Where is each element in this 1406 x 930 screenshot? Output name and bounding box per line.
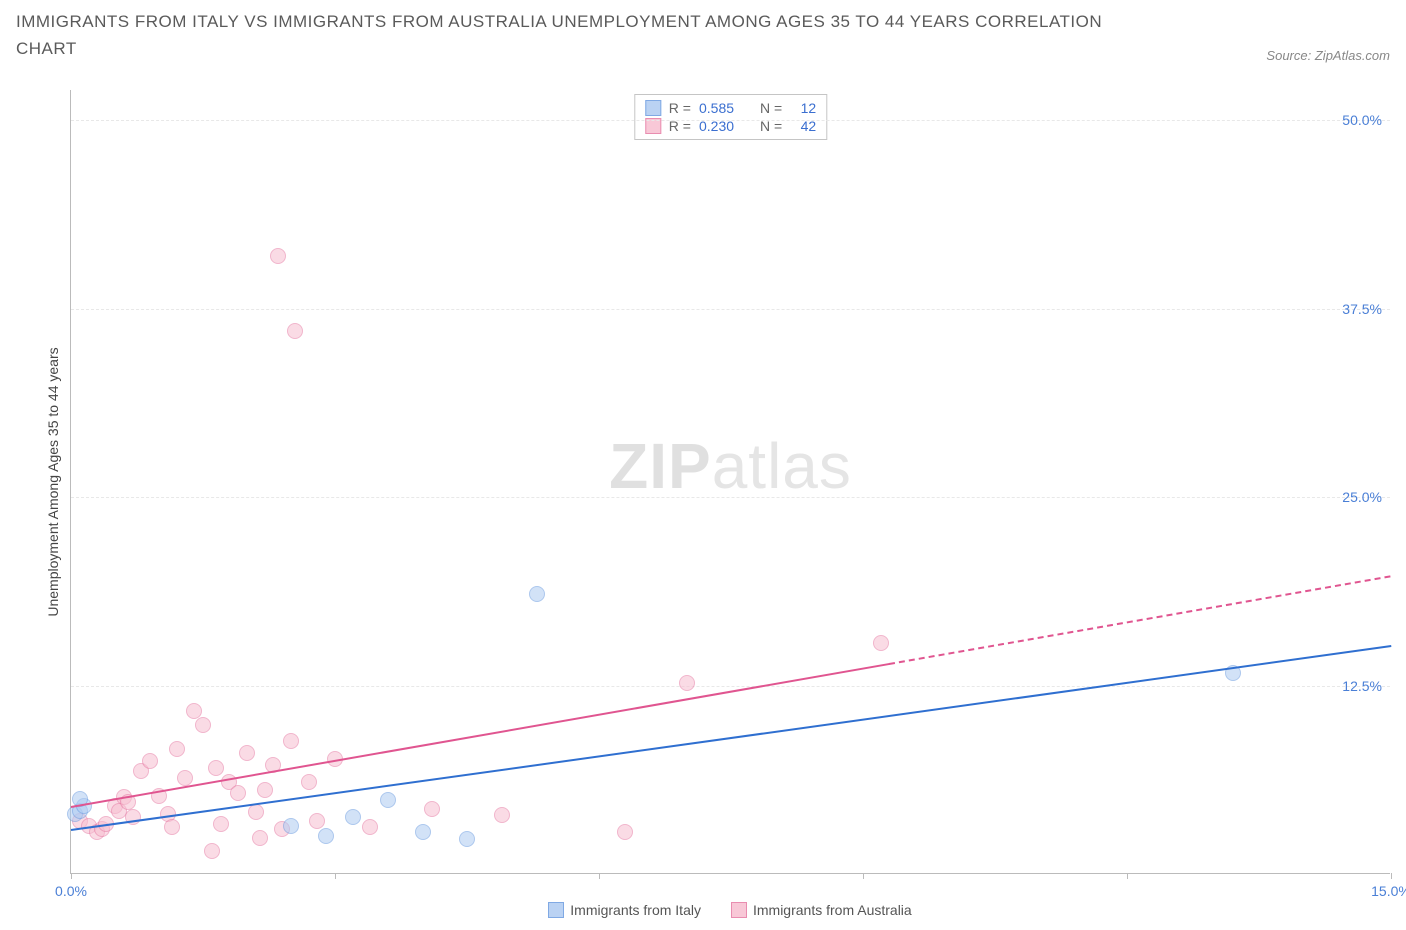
data-point (252, 830, 268, 846)
data-point (169, 741, 185, 757)
r-label: R = (669, 100, 691, 116)
data-point (380, 792, 396, 808)
legend-item: Immigrants from Italy (548, 902, 701, 918)
source-label: Source: (1266, 48, 1311, 63)
chart-container: ZIPatlas Unemployment Among Ages 35 to 4… (16, 90, 1390, 920)
legend-swatch (548, 902, 564, 918)
x-tick (1391, 873, 1392, 879)
grid-line (71, 309, 1390, 310)
legend-item: Immigrants from Australia (731, 902, 912, 918)
data-point (248, 804, 264, 820)
data-point (164, 819, 180, 835)
n-value: 12 (790, 100, 816, 116)
source-attribution: Source: ZipAtlas.com (1266, 48, 1390, 63)
data-point (459, 831, 475, 847)
data-point (283, 818, 299, 834)
chart-title: IMMIGRANTS FROM ITALY VS IMMIGRANTS FROM… (16, 8, 1116, 62)
legend-swatch (645, 100, 661, 116)
y-tick-label: 37.5% (1342, 301, 1382, 317)
x-tick (1127, 873, 1128, 879)
legend-label: Immigrants from Australia (753, 902, 912, 918)
grid-line (71, 120, 1390, 121)
data-point (204, 843, 220, 859)
x-tick (599, 873, 600, 879)
legend-swatch (731, 902, 747, 918)
watermark-light: atlas (712, 430, 852, 502)
source-name: ZipAtlas.com (1315, 48, 1390, 63)
data-point (529, 586, 545, 602)
stats-legend: R =0.585N =12R =0.230N =42 (634, 94, 827, 140)
watermark-bold: ZIP (609, 430, 712, 502)
data-point (239, 745, 255, 761)
data-point (177, 770, 193, 786)
stats-row: R = 0.585 N = 12 (645, 99, 816, 117)
data-point (424, 801, 440, 817)
grid-line (71, 686, 1390, 687)
data-point (309, 813, 325, 829)
data-point (415, 824, 431, 840)
y-tick-label: 25.0% (1342, 489, 1382, 505)
r-value: 0.585 (699, 100, 734, 116)
series-legend: Immigrants from Italy Immigrants from Aus… (70, 902, 1390, 918)
grid-line (71, 497, 1390, 498)
data-point (494, 807, 510, 823)
x-tick (863, 873, 864, 879)
data-point (270, 248, 286, 264)
data-point (679, 675, 695, 691)
data-point (301, 774, 317, 790)
x-tick-label: 15.0% (1371, 883, 1406, 899)
data-point (208, 760, 224, 776)
data-point (283, 733, 299, 749)
data-point (287, 323, 303, 339)
y-axis-title: Unemployment Among Ages 35 to 44 years (45, 347, 61, 616)
trend-line (889, 575, 1391, 665)
watermark: ZIPatlas (609, 429, 852, 503)
data-point (362, 819, 378, 835)
n-label: N = (760, 100, 782, 116)
scatter-plot: ZIPatlas Unemployment Among Ages 35 to 4… (70, 90, 1390, 874)
data-point (142, 753, 158, 769)
data-point (213, 816, 229, 832)
data-point (345, 809, 361, 825)
x-tick-label: 0.0% (55, 883, 87, 899)
x-tick (71, 873, 72, 879)
x-tick (335, 873, 336, 879)
legend-label: Immigrants from Italy (570, 902, 701, 918)
data-point (318, 828, 334, 844)
data-point (230, 785, 246, 801)
data-point (257, 782, 273, 798)
y-tick-label: 50.0% (1342, 112, 1382, 128)
data-point (617, 824, 633, 840)
data-point (195, 717, 211, 733)
y-tick-label: 12.5% (1342, 678, 1382, 694)
data-point (873, 635, 889, 651)
trend-line (71, 645, 1391, 831)
